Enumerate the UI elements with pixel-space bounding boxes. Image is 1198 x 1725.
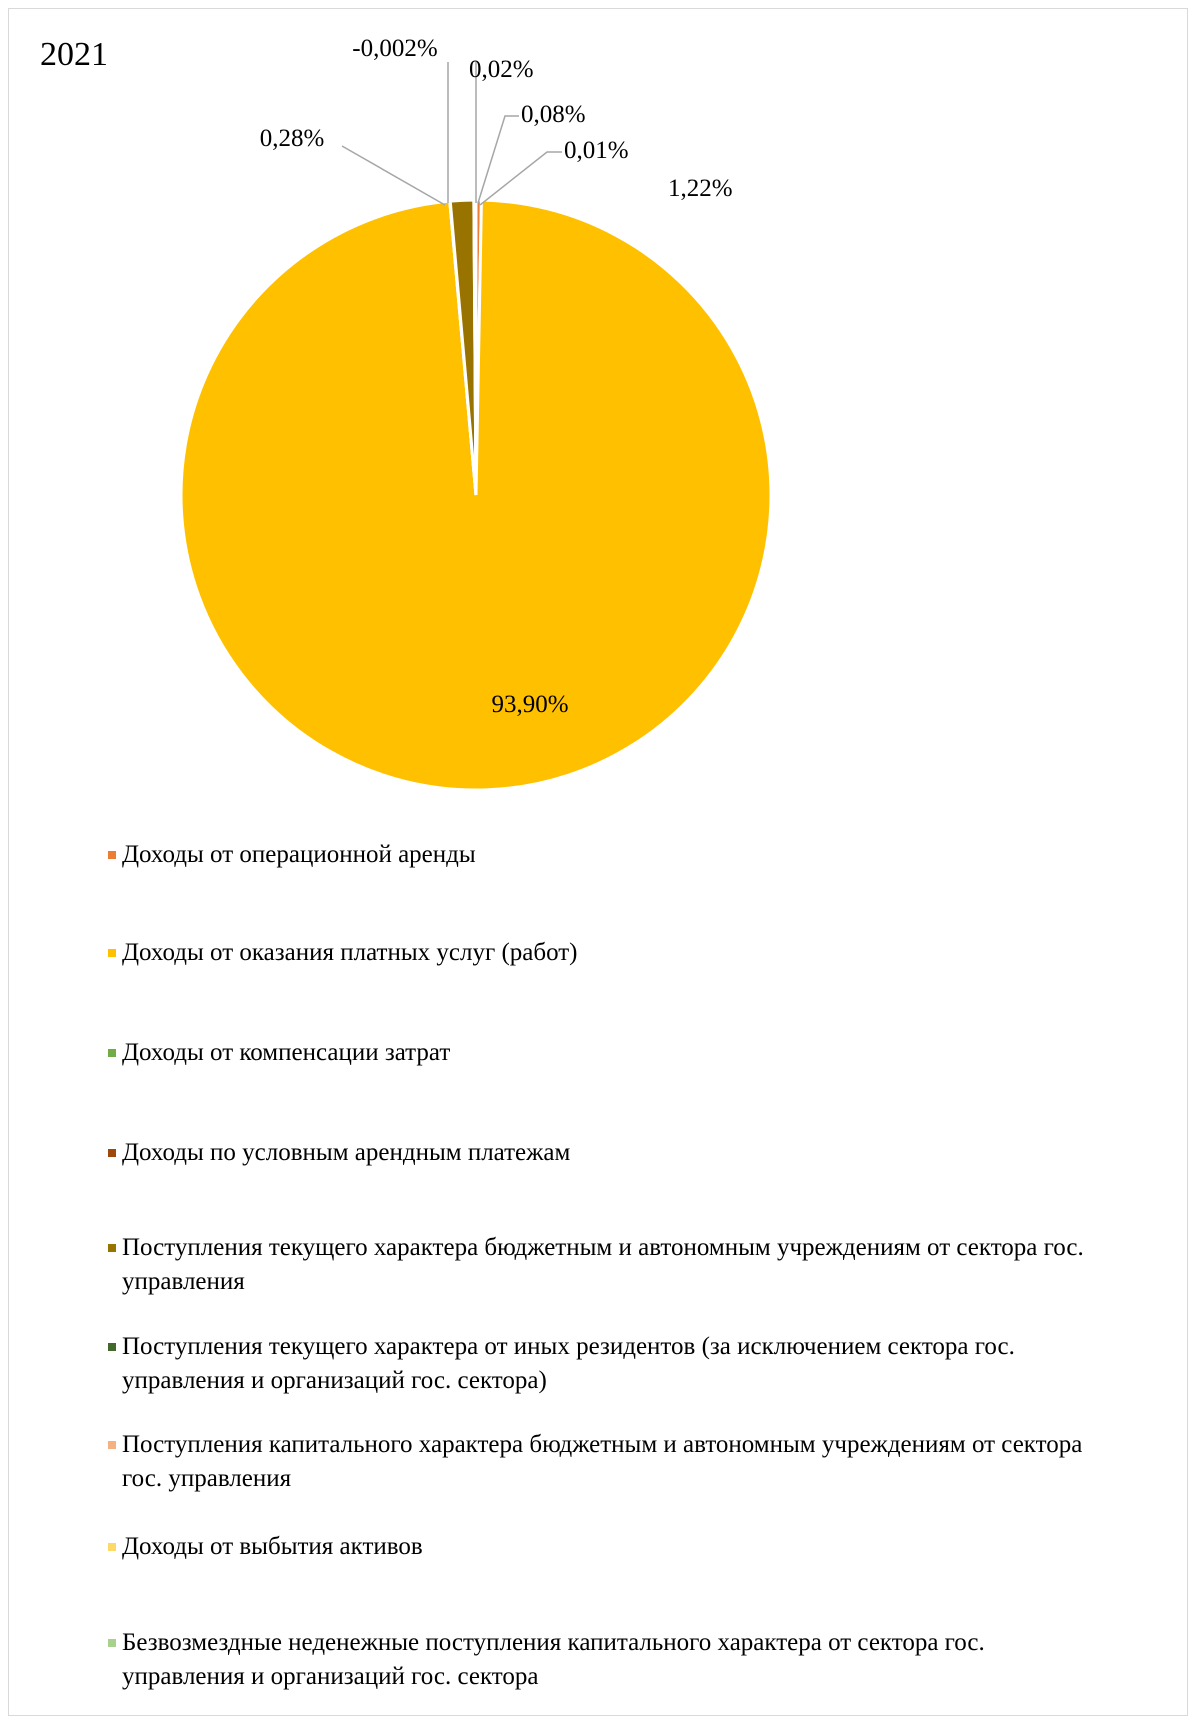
data-label-1: 0,28% [260, 125, 325, 152]
leader-line-1 [341, 145, 446, 206]
legend-swatch [108, 1049, 116, 1057]
legend-label: Доходы от оказания платных услуг (работ) [122, 939, 578, 966]
legend-swatch [108, 1639, 116, 1647]
legend-label: Поступления текущего характера от иных р… [122, 1333, 1015, 1394]
leader-line-7 [477, 115, 519, 204]
legend-label: Доходы от компенсации затрат [122, 1039, 451, 1066]
legend-swatch [108, 1343, 116, 1351]
legend-label: Доходы по условным арендным платежам [122, 1139, 571, 1166]
legend-item: Доходы по условным арендным платежам [108, 1136, 1108, 1170]
legend-item: Поступления текущего характера бюджетным… [108, 1231, 1108, 1299]
legend-swatch [108, 949, 116, 957]
legend-item: Безвозмездные неденежные поступления кап… [108, 1626, 1108, 1694]
legend-label: Поступления текущего характера бюджетным… [122, 1234, 1084, 1295]
chart-title: 2021 [40, 36, 108, 73]
legend-swatch [108, 1441, 116, 1449]
legend-swatch [108, 1543, 116, 1551]
legend-item: Поступления капитального характера бюдже… [108, 1428, 1108, 1496]
chart-frame [8, 8, 1188, 1716]
legend-label: Доходы от выбытия активов [122, 1533, 423, 1560]
leader-line-8 [479, 151, 562, 206]
legend-item: Доходы от компенсации затрат [108, 1036, 1108, 1070]
legend-item: Доходы от операционной аренды [108, 838, 1108, 872]
legend-label: Поступления капитального характера бюдже… [122, 1431, 1083, 1492]
data-label-3: -0,002% [352, 35, 437, 62]
legend-item: Доходы от выбытия активов [108, 1530, 1108, 1564]
data-label-2: 93,90% [491, 691, 568, 718]
legend-item: Поступления текущего характера от иных р… [108, 1330, 1108, 1398]
legend-label: Доходы от операционной аренды [122, 841, 476, 868]
legend-swatch [108, 1149, 116, 1157]
pie-chart: 0,28% 93,90% -0,002% 0,02% 1,22% 0,08% 0,01% [179, 35, 773, 792]
legend-item: Доходы от оказания платных услуг (работ) [108, 936, 1108, 970]
legend-swatch [108, 1244, 116, 1252]
legend-label: Безвозмездные неденежные поступления кап… [122, 1629, 985, 1690]
data-label-5: 1,22% [668, 175, 733, 202]
data-label-8: 0,01% [564, 137, 629, 164]
legend-swatch [108, 851, 116, 859]
data-label-4: 0,02% [469, 56, 534, 83]
data-label-7: 0,08% [521, 101, 586, 128]
